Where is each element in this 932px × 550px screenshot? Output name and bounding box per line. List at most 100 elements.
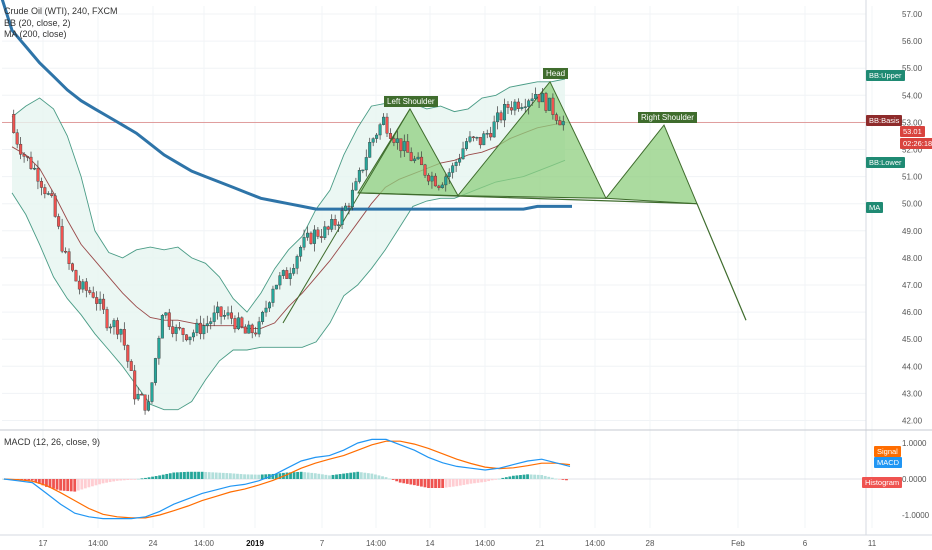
price-tick-label: 45.00 bbox=[902, 335, 923, 344]
histogram-bar bbox=[264, 474, 268, 479]
histogram-bar bbox=[183, 471, 186, 479]
candle-body bbox=[406, 141, 410, 153]
histogram-bar bbox=[331, 474, 335, 479]
histogram-bar bbox=[83, 479, 87, 489]
histogram-bar bbox=[221, 472, 225, 479]
candle-body bbox=[126, 345, 130, 362]
histogram-bar bbox=[91, 479, 94, 487]
candle-body bbox=[53, 195, 57, 217]
candle-body bbox=[399, 138, 403, 152]
histogram-bar bbox=[342, 473, 345, 479]
histogram-bar bbox=[536, 474, 540, 479]
candle-body bbox=[516, 101, 520, 109]
candle-body bbox=[499, 112, 503, 121]
histogram-bar bbox=[388, 478, 391, 480]
price-tick-label: 56.00 bbox=[902, 37, 923, 46]
candle-body bbox=[178, 326, 182, 329]
histogram-bar bbox=[225, 473, 229, 479]
bar-countdown-tag: 02:26:18 bbox=[900, 138, 932, 149]
histogram-bar bbox=[310, 472, 314, 479]
candle-body bbox=[267, 302, 271, 309]
neckline[interactable] bbox=[357, 192, 698, 205]
histogram-bar bbox=[395, 479, 399, 482]
bb-indicator-label[interactable]: BB (20, close, 2) bbox=[4, 18, 71, 28]
histogram-bar bbox=[197, 471, 200, 479]
candle-body bbox=[167, 312, 171, 327]
head-label[interactable]: Head bbox=[543, 68, 569, 79]
candle-body bbox=[185, 334, 189, 341]
target-projection-line[interactable] bbox=[696, 203, 747, 321]
time-tick-label: Feb bbox=[731, 539, 745, 548]
candle-body bbox=[254, 332, 258, 335]
histogram-bar bbox=[512, 475, 515, 479]
candle-body bbox=[150, 382, 154, 402]
histogram-bar bbox=[133, 479, 137, 480]
ma-indicator-label[interactable]: MA (200, close) bbox=[4, 29, 67, 39]
histogram-bar bbox=[487, 479, 491, 482]
candle-body bbox=[361, 169, 365, 172]
candle-body bbox=[60, 226, 64, 252]
histogram-bar bbox=[147, 477, 151, 479]
histogram-bar bbox=[27, 479, 31, 481]
candle-body bbox=[288, 273, 292, 279]
histogram-bar bbox=[55, 479, 59, 490]
histogram-bar bbox=[441, 479, 445, 488]
candle-body bbox=[319, 236, 323, 238]
histogram-bar bbox=[161, 474, 165, 479]
time-tick-label: 11 bbox=[868, 539, 877, 548]
macd-panel bbox=[2, 438, 866, 520]
left-shoulder-label[interactable]: Left Shoulder bbox=[384, 96, 438, 107]
signal-tag: Signal bbox=[874, 446, 901, 457]
right-shoulder-triangle[interactable] bbox=[605, 124, 698, 205]
price-tick-label: 57.00 bbox=[902, 10, 923, 19]
candle-body bbox=[371, 138, 375, 143]
candle-body bbox=[136, 393, 140, 400]
histogram-bar bbox=[211, 472, 215, 479]
candle-body bbox=[302, 237, 306, 248]
time-tick-label: 14:00 bbox=[88, 539, 109, 548]
histogram-bar bbox=[508, 476, 512, 479]
histogram-bar bbox=[409, 479, 413, 485]
histogram-bar bbox=[200, 471, 204, 479]
candle-body bbox=[216, 306, 220, 314]
histogram-bar bbox=[154, 476, 158, 479]
candle-body bbox=[364, 157, 368, 171]
candle-body bbox=[527, 100, 531, 107]
histogram-bar bbox=[405, 479, 409, 484]
histogram-bar bbox=[59, 479, 62, 491]
macd-tick-label: 1.0000 bbox=[902, 439, 927, 448]
candle-body bbox=[181, 328, 185, 335]
right-shoulder-label[interactable]: Right Shoulder bbox=[638, 112, 697, 123]
candle-body bbox=[534, 94, 538, 100]
bb-basis-line bbox=[11, 121, 566, 329]
histogram-bar bbox=[190, 471, 193, 479]
price-tick-label: 49.00 bbox=[902, 227, 923, 236]
candle-body bbox=[212, 312, 216, 322]
macd-indicator-label[interactable]: MACD (12, 26, close, 9) bbox=[4, 437, 101, 447]
candle-body bbox=[122, 329, 126, 346]
histogram-bar bbox=[490, 479, 494, 481]
candle-body bbox=[157, 337, 161, 359]
histogram-bar bbox=[533, 474, 537, 479]
histogram-bar bbox=[519, 475, 522, 479]
symbol-title[interactable]: Crude Oil (WTI), 240, FXCM bbox=[4, 6, 118, 16]
candle-body bbox=[188, 336, 192, 341]
candle-body bbox=[513, 101, 517, 111]
price-tick-label: 55.00 bbox=[902, 64, 923, 73]
histogram-bar bbox=[349, 472, 353, 479]
candle-body bbox=[354, 181, 358, 191]
candle-body bbox=[378, 124, 382, 136]
pattern-entry-line[interactable] bbox=[282, 108, 411, 324]
histogram-bar bbox=[76, 479, 80, 491]
candle-body bbox=[285, 270, 289, 279]
time-tick-label: 6 bbox=[803, 539, 808, 548]
candle-body bbox=[274, 284, 278, 290]
histogram-bar bbox=[271, 473, 275, 479]
head-triangle[interactable] bbox=[456, 80, 607, 199]
candle-body bbox=[426, 175, 430, 182]
ma-200-line bbox=[0, 0, 572, 211]
candle-body bbox=[388, 133, 392, 139]
histogram-bar bbox=[122, 479, 126, 481]
histogram-bar bbox=[381, 476, 384, 479]
